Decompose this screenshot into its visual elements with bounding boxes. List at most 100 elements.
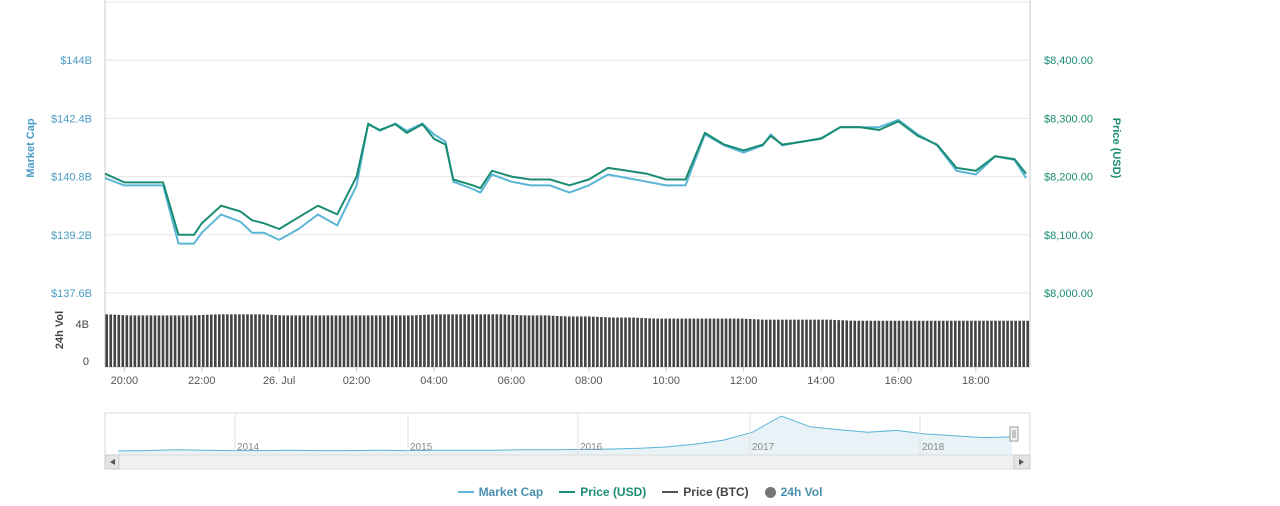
- volume-bar: [596, 316, 599, 367]
- volume-bar: [234, 314, 237, 367]
- volume-bar: [736, 318, 740, 367]
- navigator-year-label: 2018: [922, 442, 945, 453]
- volume-bar: [439, 314, 442, 367]
- volume-bar: [1010, 320, 1013, 367]
- volume-bar: [889, 320, 893, 367]
- volume-bar: [1014, 320, 1017, 367]
- volume-bar: [455, 314, 458, 367]
- volume-bar: [1026, 320, 1029, 367]
- right-tick-label: $8,300.00: [1044, 113, 1093, 125]
- volume-bar: [519, 315, 523, 367]
- volume-bar: [720, 318, 724, 367]
- volume-bar: [306, 315, 310, 367]
- x-tick-label: 08:00: [575, 375, 603, 387]
- volume-bar: [209, 314, 213, 367]
- volume-bar: [346, 315, 350, 367]
- volume-bar: [483, 314, 487, 367]
- right-tick-label: $8,200.00: [1044, 172, 1093, 184]
- volume-bar: [334, 315, 338, 367]
- x-tick-label: 16:00: [885, 375, 913, 387]
- volume-bar: [909, 320, 913, 367]
- volume-bar: [523, 315, 527, 367]
- volume-bar: [547, 315, 551, 367]
- volume-bar: [966, 320, 969, 367]
- volume-bar: [274, 315, 277, 367]
- volume-axis-title: 24h Vol: [54, 311, 66, 349]
- volume-bar: [628, 317, 631, 367]
- volume-bar: [266, 314, 269, 367]
- volume-bar: [668, 318, 672, 367]
- volume-bar: [193, 315, 197, 367]
- volume-bar: [732, 318, 736, 367]
- volume-bar: [503, 314, 507, 367]
- volume-bar: [869, 320, 873, 367]
- volume-bar: [415, 315, 418, 367]
- legend-item-price-btc[interactable]: Price (BTC): [662, 485, 749, 499]
- volume-bar: [527, 315, 531, 367]
- volume-bar: [873, 320, 877, 367]
- volume-bar: [165, 315, 169, 367]
- volume-bar: [169, 315, 173, 367]
- x-tick-label: 04:00: [420, 375, 448, 387]
- navigator-scrollbar[interactable]: [104, 454, 1031, 470]
- volume-bar: [837, 320, 840, 367]
- volume-bar: [382, 315, 386, 367]
- navigator-year-label: 2014: [237, 442, 260, 453]
- volume-bar: [314, 315, 318, 367]
- volume-bar: [282, 315, 285, 367]
- legend-item-market-cap[interactable]: Market Cap: [457, 485, 543, 499]
- volume-bar: [857, 320, 861, 367]
- legend-item-24h-vol[interactable]: 24h Vol: [764, 485, 822, 499]
- volume-bar: [841, 320, 844, 367]
- right-axis-title: Price (USD): [1110, 118, 1122, 179]
- volume-bar: [431, 314, 434, 367]
- legend-swatch-price-btc: [662, 491, 679, 493]
- volume-bar: [109, 314, 113, 367]
- volume-bar: [764, 319, 768, 367]
- volume-bar: [338, 315, 342, 367]
- volume-bar: [676, 318, 680, 367]
- volume-bar: [941, 320, 945, 367]
- volume-tick-label: 0: [83, 356, 89, 368]
- left-axis-title: Market Cap: [25, 118, 37, 178]
- volume-bar: [921, 320, 925, 367]
- volume-bar: [511, 314, 515, 367]
- volume-bar: [181, 315, 185, 367]
- volume-bar: [768, 319, 772, 367]
- volume-bar: [463, 314, 466, 367]
- volume-bar: [185, 315, 189, 367]
- navigator-handle[interactable]: [1009, 426, 1019, 442]
- volume-bar: [555, 315, 559, 367]
- volume-bar: [825, 319, 828, 367]
- volume-bar: [813, 319, 816, 367]
- volume-bar: [197, 315, 201, 367]
- volume-bar: [588, 316, 591, 367]
- volume-bar: [302, 315, 306, 367]
- volume-bar: [213, 314, 217, 367]
- volume-bar: [789, 319, 792, 367]
- volume-bar: [117, 314, 121, 367]
- volume-bar: [423, 314, 426, 367]
- volume-bar: [571, 316, 575, 367]
- volume-bar: [201, 314, 205, 367]
- chevron-right-icon: [1019, 459, 1024, 465]
- volume-bar: [310, 315, 314, 367]
- volume-bar: [994, 320, 997, 367]
- left-tick-label: $144B: [60, 55, 92, 67]
- volume-bar: [177, 315, 181, 367]
- volume-bar: [917, 320, 921, 367]
- volume-bar: [656, 318, 659, 367]
- volume-bar: [933, 320, 937, 367]
- volume-bar: [1022, 320, 1025, 367]
- volume-bar: [471, 314, 474, 367]
- volume-bar: [398, 315, 402, 367]
- volume-bar: [137, 315, 141, 367]
- volume-bar: [636, 317, 639, 367]
- legend-item-price-usd[interactable]: Price (USD): [559, 485, 646, 499]
- volume-bar: [756, 319, 760, 367]
- volume-bar: [350, 315, 354, 367]
- volume-bar: [358, 315, 362, 367]
- volume-bar: [125, 315, 129, 367]
- volume-bar: [294, 315, 298, 367]
